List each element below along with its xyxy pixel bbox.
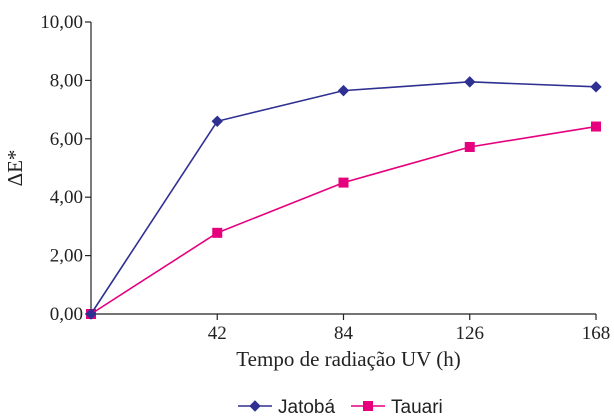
legend-marker-tauari bbox=[363, 401, 373, 411]
x-tick-label: 168 bbox=[582, 323, 611, 344]
x-tick-label: 84 bbox=[334, 323, 354, 344]
x-tick-label: 42 bbox=[208, 323, 227, 344]
data-point-tauari bbox=[591, 121, 601, 132]
data-point-jatoba bbox=[337, 84, 350, 97]
y-tick-label: 10,00 bbox=[40, 12, 83, 33]
data-point-jatoba bbox=[85, 308, 97, 320]
data-point-tauari bbox=[212, 227, 223, 238]
series-jatoba bbox=[85, 76, 602, 320]
y-ticks: 0,00 2,00 4,00 6,00 8,00 10,00 bbox=[40, 12, 91, 325]
data-point-jatoba bbox=[590, 81, 602, 93]
legend-marker-jatoba bbox=[249, 400, 261, 412]
data-point-tauari bbox=[464, 141, 475, 152]
y-tick-label: 4,00 bbox=[50, 187, 83, 208]
legend-item-jatoba: Jatobá bbox=[238, 397, 335, 418]
y-tick-label: 0,00 bbox=[50, 304, 83, 325]
x-ticks: 42 84 126 168 bbox=[208, 314, 611, 344]
series-line-jatoba bbox=[90, 81, 597, 315]
legend-label-jatoba: Jatobá bbox=[278, 397, 335, 418]
x-axis-title: Tempo de radiação UV (h) bbox=[236, 347, 460, 371]
series-layer bbox=[85, 76, 602, 320]
data-point-tauari bbox=[338, 177, 349, 188]
series-line-tauari bbox=[90, 125, 597, 315]
legend: Jatobá Tauari bbox=[238, 397, 443, 418]
data-point-jatoba bbox=[211, 115, 223, 127]
y-tick-label: 6,00 bbox=[50, 129, 83, 150]
data-point-jatoba bbox=[464, 76, 476, 88]
y-tick-label: 2,00 bbox=[50, 246, 83, 267]
legend-label-tauari: Tauari bbox=[391, 397, 443, 418]
series-tauari bbox=[86, 121, 601, 319]
x-tick-label: 126 bbox=[456, 323, 485, 344]
y-axis-title: ΔE* bbox=[3, 150, 27, 187]
legend-item-tauari: Tauari bbox=[351, 397, 443, 418]
y-tick-label: 8,00 bbox=[50, 70, 83, 91]
axes bbox=[90, 22, 596, 315]
